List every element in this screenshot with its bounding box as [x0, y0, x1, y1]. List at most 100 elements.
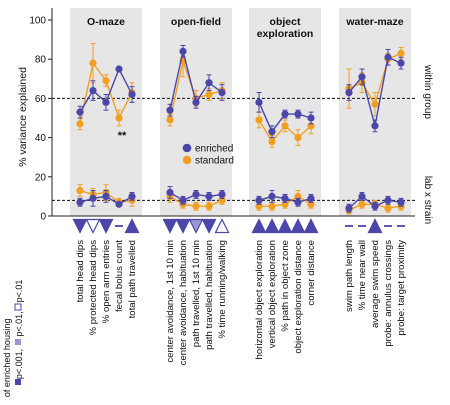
category-labels: total head dips% protected head dips% op… — [75, 240, 407, 366]
panel-title-3: object exploration — [257, 16, 314, 40]
point-enriched-labstrain-p2-4 — [205, 192, 213, 200]
y-tick-label-60: 60 — [35, 94, 47, 105]
point-enriched-within-p1-4 — [115, 65, 123, 73]
y-axis: % variance explained 0 20 40 60 80 100 — [17, 8, 415, 223]
point-enriched-within-p1-1 — [76, 108, 84, 116]
effect-marker-p2-1 — [162, 218, 178, 234]
point-standard-within-p3-1 — [255, 116, 263, 124]
point-enriched-within-p3-1 — [255, 98, 263, 106]
legend-marker-standard — [182, 155, 192, 165]
y-tick-label-40: 40 — [35, 133, 47, 144]
band-label-lab-x-strain: lab x strain — [422, 176, 433, 224]
point-standard-labstrain-p1-1 — [76, 186, 84, 195]
point-enriched-labstrain-p2-5 — [218, 190, 226, 199]
point-enriched-within-p4-5 — [397, 59, 405, 67]
point-enriched-labstrain-p1-4 — [115, 200, 123, 208]
point-enriched-labstrain-p2-1 — [166, 188, 174, 197]
point-enriched-within-p2-5 — [218, 88, 226, 97]
panel-title-1: O-maze — [87, 16, 125, 28]
effect-legend-title: effect of enriched housing — [2, 319, 12, 400]
category-label-p4-1: swim path length — [344, 240, 355, 312]
effect-marker-p2-2 — [175, 218, 191, 234]
point-enriched-labstrain-p3-2 — [268, 192, 276, 200]
point-enriched-labstrain-p4-3 — [371, 202, 379, 210]
point-enriched-labstrain-p1-1 — [76, 198, 84, 206]
effect-marker-p1-1 — [72, 218, 88, 234]
point-standard-within-p1-2 — [89, 59, 97, 67]
category-label-p2-2: center avoidance, habituation — [178, 240, 189, 365]
annotation-significance: ** — [118, 130, 127, 142]
category-label-p4-5: probe: target proximity — [396, 240, 407, 336]
point-enriched-within-p2-1 — [166, 106, 174, 114]
category-label-p2-1: center avoidance, 1st 10 min — [165, 240, 176, 363]
point-enriched-within-p3-2 — [268, 128, 276, 136]
point-enriched-labstrain-p1-5 — [128, 192, 136, 200]
point-enriched-within-p3-5 — [307, 114, 315, 122]
point-standard-labstrain-p4-4 — [384, 204, 392, 212]
point-standard-within-p2-1 — [166, 116, 174, 124]
point-standard-within-p4-3 — [371, 100, 379, 108]
point-enriched-within-p1-3 — [102, 98, 110, 106]
point-standard-within-p4-5 — [397, 49, 405, 57]
point-enriched-within-p3-3 — [281, 110, 289, 118]
y-tick-label-20: 20 — [35, 172, 47, 183]
category-label-p4-4: probe: annulus crossings — [383, 240, 394, 347]
band-label-within-group: within group — [422, 64, 433, 119]
effect-marker-p2-5 — [214, 218, 230, 234]
point-enriched-labstrain-p3-5 — [307, 194, 315, 202]
category-label-p1-1: total head dips — [75, 240, 86, 303]
legend-marker-enriched — [182, 143, 192, 153]
effect-legend-swatch-p01-outline — [14, 303, 22, 311]
panel-title-line-3-1: object — [270, 16, 301, 28]
effect-marker-p2-4 — [201, 218, 217, 234]
category-label-p3-3: % path in object zone — [280, 240, 291, 332]
point-standard-within-p3-3 — [281, 122, 289, 130]
point-enriched-labstrain-p4-4 — [384, 196, 392, 204]
effect-marker-p3-2 — [264, 218, 280, 234]
point-enriched-within-p1-5 — [128, 90, 136, 99]
effect-legend-item-p01-outline: p<.01 — [14, 280, 24, 303]
panel-backgrounds — [70, 8, 411, 216]
point-enriched-labstrain-p2-3 — [192, 190, 200, 199]
legend-label-enriched: enriched — [195, 144, 233, 155]
point-enriched-labstrain-p4-2 — [358, 192, 366, 200]
effect-legend-swatch-p01 — [15, 339, 21, 345]
effect-marker-p2-3 — [188, 218, 204, 234]
point-enriched-within-p1-2 — [89, 86, 97, 95]
point-standard-within-p3-4 — [294, 134, 302, 142]
point-enriched-within-p2-3 — [192, 98, 200, 106]
effect-marker-p3-1 — [251, 218, 267, 234]
point-standard-labstrain-p4-2 — [358, 200, 366, 208]
point-enriched-within-p4-1 — [345, 88, 353, 97]
panel-title-2: open-field — [171, 16, 221, 28]
point-enriched-labstrain-p2-2 — [179, 196, 187, 204]
panel-titles: O-maze open-field object exploration water-m… — [87, 16, 404, 40]
effect-marker-p3-3 — [277, 218, 293, 234]
point-enriched-within-p2-4 — [205, 79, 213, 87]
effect-markers — [72, 218, 405, 234]
point-standard-within-p3-2 — [268, 137, 276, 146]
y-tick-label-0: 0 — [40, 212, 46, 223]
point-enriched-labstrain-p3-1 — [255, 196, 263, 204]
point-standard-within-p2-4 — [205, 90, 213, 99]
point-enriched-labstrain-p4-1 — [345, 204, 353, 212]
effect-marker-p1-5 — [124, 218, 140, 234]
effect-marker-p4-3 — [367, 218, 383, 234]
point-enriched-labstrain-p1-2 — [89, 194, 97, 202]
effect-legend-item-p001: p<.001, — [14, 349, 24, 379]
point-enriched-labstrain-p1-3 — [102, 192, 110, 200]
effect-legend: effect of enriched housing p<.001, p<.01… — [2, 280, 24, 405]
effect-legend-swatch-p001 — [15, 379, 21, 385]
effect-marker-p3-4 — [290, 218, 306, 234]
category-label-p2-5: % time running/walking — [217, 240, 228, 339]
category-label-p1-2: % protected head dips — [88, 240, 99, 336]
legend-label-standard: standard — [195, 156, 234, 167]
effect-legend-item-p01: p<.01, — [14, 311, 24, 336]
point-enriched-within-p3-4 — [294, 110, 302, 118]
category-label-p1-4: fecal bolus count — [114, 240, 125, 312]
category-label-p3-1: horizontal object exploration — [254, 240, 265, 359]
point-enriched-within-p4-3 — [371, 122, 379, 130]
category-label-p2-4: path travelled, habituation — [204, 240, 215, 350]
